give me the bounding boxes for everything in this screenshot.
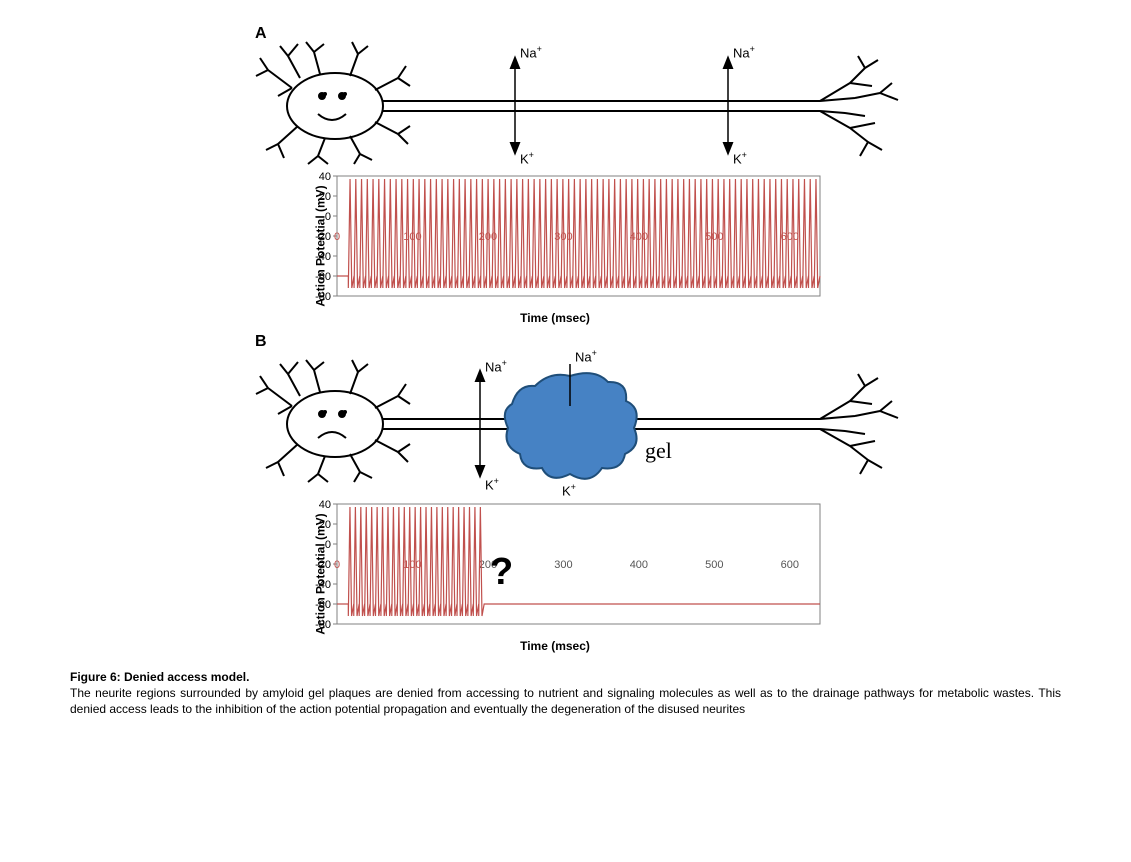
neuron-b-svg [250,346,950,496]
chart-b-xlabel: Time (msec) [520,639,590,653]
na-label-a2: Na+ [733,44,755,60]
chart-b-svg: 40200-20-40-60-800100200300400500600 [275,496,835,651]
chart-a-svg: 40200-20-40-60-800100200300400500600 [275,168,835,323]
na-label-b1: Na+ [485,358,507,374]
svg-text:600: 600 [781,231,799,243]
chart-a-container: 40200-20-40-60-800100200300400500600 Act… [275,168,835,323]
chart-a-xlabel: Time (msec) [520,311,590,325]
caption-title: Denied access model. [124,670,249,684]
k-label-a2: K+ [733,150,747,166]
svg-text:40: 40 [319,171,331,183]
svg-text:40: 40 [319,499,331,511]
caption-body: The neurite regions surrounded by amyloi… [70,686,1061,716]
question-mark: ? [490,551,513,594]
neuron-b-container: Na+ Na+ K+ K+ gel [250,346,950,496]
neuron-a-container: Na+ Na+ K+ K+ [250,38,950,168]
svg-text:0: 0 [334,231,340,243]
chart-b-ylabel: Action Potential (mV) [314,513,328,634]
k-label-b1: K+ [485,476,499,492]
figure-content: A [70,25,1061,718]
svg-text:400: 400 [630,559,648,571]
chart-a-ylabel: Action Potential (mV) [314,185,328,306]
na-label-a1: Na+ [520,44,542,60]
caption-figure-label: Figure 6: [70,670,121,684]
panel-a: A [70,25,1061,323]
svg-text:500: 500 [705,559,723,571]
svg-text:300: 300 [554,559,572,571]
svg-text:100: 100 [403,559,421,571]
na-label-b2: Na+ [575,348,597,364]
neuron-a-svg [250,38,950,168]
svg-text:0: 0 [334,559,340,571]
svg-text:600: 600 [781,559,799,571]
panel-b: B [70,333,1061,651]
figure-caption: Figure 6: Denied access model. The neuri… [70,669,1061,718]
gel-label: gel [645,438,672,464]
chart-b-container: 40200-20-40-60-800100200300400500600 Act… [275,496,835,651]
k-label-a1: K+ [520,150,534,166]
